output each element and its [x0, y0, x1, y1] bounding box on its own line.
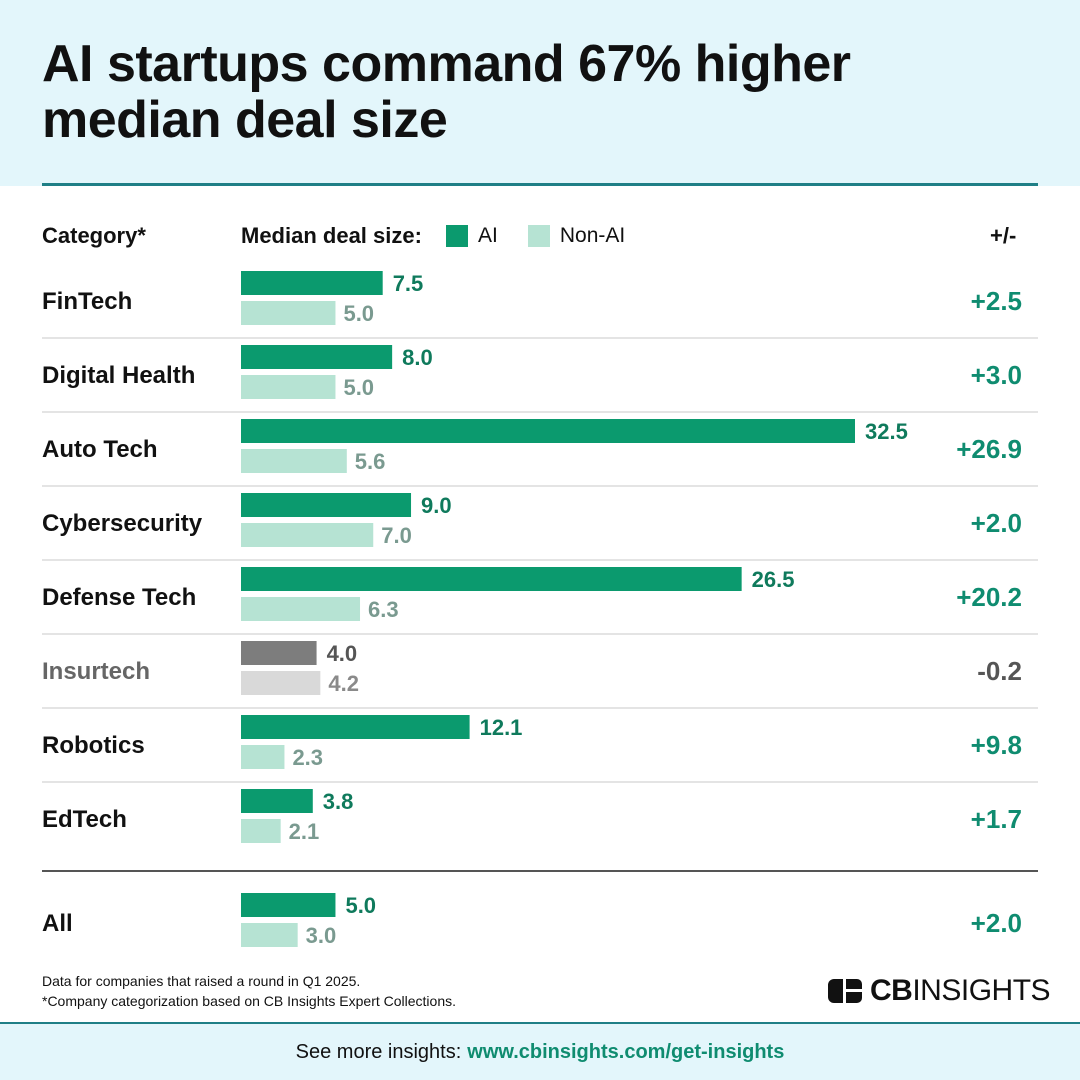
header-divider [42, 183, 1038, 186]
bar-ai-robotics [241, 715, 470, 739]
difference-value-robotics: +9.8 [971, 730, 1022, 760]
row-divider [42, 781, 1038, 783]
category-label-cybersecurity: Cybersecurity [42, 510, 203, 537]
value-label-nonai-cybersecurity: 7.0 [381, 523, 412, 548]
difference-column-header: +/- [990, 223, 1017, 248]
difference-value-cybersecurity: +2.0 [971, 508, 1022, 538]
difference-value-auto-tech: +26.9 [956, 434, 1022, 464]
legend: AI Non-AI [446, 224, 655, 248]
value-label-nonai-edtech: 2.1 [289, 819, 320, 844]
bar-ai-defense-tech [241, 567, 742, 591]
cb-insights-logo: CBINSIGHTS [828, 974, 1051, 1007]
value-label-ai-insurtech: 4.0 [327, 641, 358, 666]
bar-nonai-edtech [241, 819, 281, 843]
value-label-ai-robotics: 12.1 [480, 715, 523, 740]
bar-ai-all [241, 893, 336, 917]
bar-nonai-all [241, 923, 298, 947]
value-label-ai-cybersecurity: 9.0 [421, 493, 452, 518]
bar-ai-digital-health [241, 345, 393, 369]
difference-value-defense-tech: +20.2 [956, 582, 1022, 612]
category-label-auto-tech: Auto Tech [42, 436, 158, 463]
legend-nonai-swatch [527, 225, 550, 247]
legend-nonai-label: Non-AI [559, 224, 626, 247]
value-label-nonai-digital-health: 5.0 [343, 375, 374, 400]
bar-ai-edtech [241, 789, 313, 813]
value-label-nonai-fintech: 5.0 [343, 301, 374, 326]
chart-title: AI startups command 67% higher median de… [42, 35, 851, 149]
category-label-defense-tech: Defense Tech [42, 584, 196, 611]
logo-bold-text: CB [870, 974, 913, 1007]
logo-light-text: INSIGHTS [912, 974, 1051, 1007]
category-column-header: Category* [42, 223, 146, 248]
bar-nonai-fintech [241, 301, 336, 325]
bar-ai-auto-tech [241, 419, 855, 443]
category-label-edtech: EdTech [42, 806, 127, 833]
header-banner [0, 0, 1080, 186]
value-label-ai-all: 5.0 [345, 893, 376, 918]
category-label-robotics: Robotics [42, 732, 145, 759]
value-label-nonai-auto-tech: 5.6 [355, 449, 386, 474]
bar-nonai-robotics [241, 745, 285, 769]
row-divider [42, 337, 1038, 339]
difference-value-insurtech: -0.2 [977, 656, 1022, 686]
difference-value-edtech: +1.7 [971, 804, 1022, 834]
bar-ai-fintech [241, 271, 383, 295]
legend-ai-swatch [446, 225, 468, 247]
value-label-ai-defense-tech: 26.5 [752, 567, 795, 592]
total-divider [42, 870, 1038, 872]
bar-nonai-defense-tech [241, 597, 361, 621]
value-label-ai-digital-health: 8.0 [402, 345, 433, 370]
footer-link[interactable]: www.cbinsights.com/get-insights [467, 1040, 785, 1063]
difference-value-fintech: +2.5 [971, 286, 1022, 316]
category-label-all: All [42, 910, 73, 937]
bar-nonai-auto-tech [241, 449, 347, 473]
bar-nonai-insurtech [241, 671, 321, 695]
cb-logo-wordmark: CBINSIGHTS [870, 974, 1051, 1007]
row-divider [42, 411, 1038, 413]
category-label-fintech: FinTech [42, 288, 132, 315]
legend-ai-label: AI [478, 224, 498, 247]
value-label-ai-edtech: 3.8 [323, 789, 354, 814]
row-divider [42, 707, 1038, 709]
category-label-digital-health: Digital Health [42, 362, 195, 389]
bar-ai-insurtech [241, 641, 317, 665]
value-label-nonai-all: 3.0 [306, 923, 337, 948]
footer-prefix: See more insights: [295, 1040, 462, 1063]
bar-ai-cybersecurity [241, 493, 412, 517]
difference-value-digital-health: +3.0 [971, 360, 1022, 390]
value-label-ai-auto-tech: 32.5 [865, 419, 908, 444]
row-divider [42, 559, 1038, 561]
footnote-categorization: *Company categorization based on CB Insi… [42, 993, 456, 1009]
bar-nonai-cybersecurity [241, 523, 374, 547]
value-label-ai-fintech: 7.5 [393, 271, 424, 296]
value-label-nonai-robotics: 2.3 [292, 745, 323, 770]
difference-value-all: +2.0 [971, 908, 1022, 938]
row-divider [42, 633, 1038, 635]
cb-logo-icon [828, 979, 862, 1003]
bar-nonai-digital-health [241, 375, 336, 399]
footnote-data-source: Data for companies that raised a round i… [42, 973, 361, 989]
value-label-nonai-defense-tech: 6.3 [368, 597, 399, 622]
value-label-nonai-insurtech: 4.2 [328, 671, 359, 696]
category-label-insurtech: Insurtech [42, 658, 150, 685]
row-divider [42, 485, 1038, 487]
footer-bar: See more insights: www.cbinsights.com/ge… [0, 1022, 1080, 1080]
median-deal-size-header: Median deal size: [241, 223, 422, 248]
